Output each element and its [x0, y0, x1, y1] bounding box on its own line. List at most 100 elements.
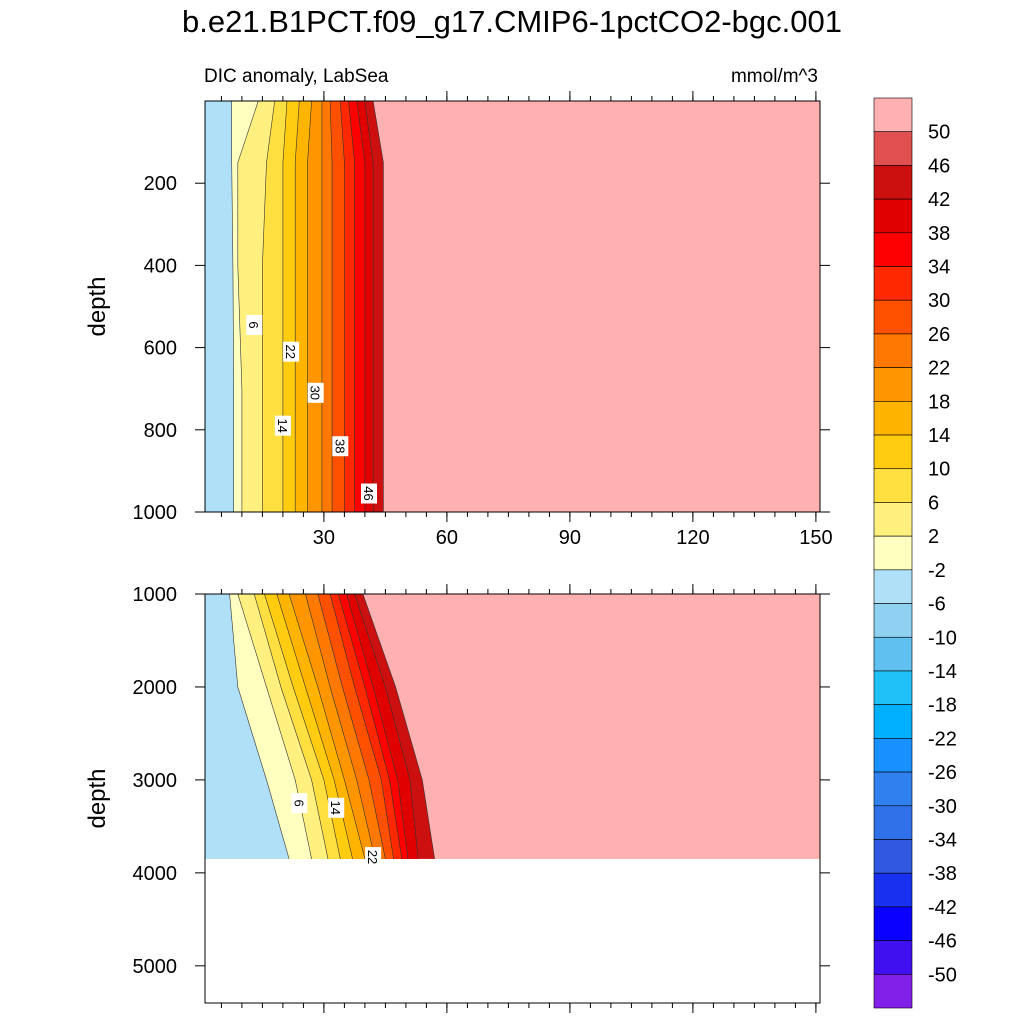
- colorbar-swatch: [873, 165, 913, 200]
- colorbar-swatch: [873, 131, 913, 166]
- contour-line: [362, 593, 435, 859]
- contour-line: [262, 100, 275, 512]
- contour-label-bg: [365, 847, 382, 868]
- contour-label-bg: [328, 797, 345, 818]
- contour-line: [294, 100, 300, 512]
- colorbar-label: 10: [928, 459, 950, 481]
- contour-line: [231, 101, 234, 512]
- colorbar-swatch: [873, 704, 913, 739]
- plot-frame: [204, 593, 821, 1004]
- colorbar-swatch: [873, 973, 913, 1009]
- colorbar-label: -18: [928, 695, 957, 717]
- contour-label-text: 14: [328, 801, 343, 815]
- contour-line: [237, 100, 259, 512]
- colorbar-swatch: [873, 771, 913, 807]
- contour-label-bg: [307, 382, 324, 403]
- colorbar-label: 50: [928, 122, 950, 144]
- colorbar-label: 34: [928, 257, 950, 279]
- contour-line: [329, 593, 394, 859]
- contour-label-text: 46: [361, 486, 376, 500]
- contour-label-text: 30: [308, 386, 323, 400]
- contour-line: [354, 593, 419, 859]
- contour-line: [340, 100, 345, 512]
- subtitle-right: mmol/m^3: [731, 66, 818, 87]
- colorbar-label: 22: [928, 358, 950, 380]
- contour-line: [288, 593, 366, 859]
- colorbar-label: -6: [928, 594, 946, 616]
- colorbar-label: 2: [928, 526, 939, 548]
- colorbar-label: -46: [928, 931, 957, 953]
- colorbar-label: 38: [928, 223, 950, 245]
- colorbar-label: -38: [928, 863, 957, 885]
- contour-line: [338, 593, 403, 859]
- y-tick-label: 400: [144, 255, 177, 277]
- contour-label: 22: [283, 341, 300, 362]
- colorbar-label: -22: [928, 728, 957, 750]
- contour-label-bg: [291, 793, 308, 814]
- contour-line: [372, 100, 384, 512]
- colorbar-swatch: [873, 468, 913, 503]
- x-tick-label: 30: [313, 527, 335, 549]
- colorbar-label: 46: [928, 155, 950, 177]
- colorbar-swatch: [873, 198, 913, 234]
- colorbar-label: -50: [928, 964, 957, 986]
- colorbar-label: -26: [928, 762, 957, 784]
- y-tick-label: 600: [144, 338, 177, 360]
- contour-label-bg: [274, 415, 291, 436]
- colorbar-swatch: [873, 367, 913, 402]
- contour-line: [264, 593, 341, 859]
- colorbar-swatch: [873, 535, 913, 571]
- colorbar-label: 14: [928, 425, 950, 447]
- subtitle-left: DIC anomaly, LabSea: [204, 66, 389, 87]
- y-tick-label: 3000: [133, 770, 178, 792]
- contour-label-text: 22: [365, 850, 380, 864]
- y-tick-label: 200: [144, 173, 177, 195]
- colorbar-label: -2: [928, 560, 946, 582]
- contour-line: [329, 100, 333, 512]
- colorbar-label: -34: [928, 829, 957, 851]
- y-tick-label: 4000: [133, 863, 178, 885]
- contour-label: 14: [274, 415, 291, 436]
- colorbar-label: 6: [928, 492, 939, 514]
- contour-label-text: 14: [275, 418, 290, 432]
- colorbar-swatch: [873, 872, 913, 908]
- contour-band: [205, 594, 290, 859]
- colorbar-swatch: [873, 940, 913, 975]
- x-tick-label: 60: [436, 527, 458, 549]
- colorbar-label: -30: [928, 796, 957, 818]
- contour-label-bg: [361, 483, 377, 504]
- plot-frame: [204, 100, 821, 513]
- contour-label-text: 6: [246, 321, 261, 328]
- contour-label-text: 6: [291, 800, 306, 807]
- contour-line: [356, 100, 366, 512]
- contour-label: 30: [307, 382, 324, 403]
- colorbar-label: -14: [928, 661, 957, 683]
- contour-label: 14: [328, 797, 345, 818]
- colorbar-swatch: [873, 434, 913, 470]
- contour-label: 6: [291, 793, 308, 814]
- colorbar-swatch: [873, 401, 913, 436]
- x-tick-label: 120: [676, 527, 709, 549]
- colorbar-swatch: [873, 805, 913, 840]
- contour-band: [205, 101, 234, 512]
- contour-line: [307, 100, 312, 512]
- chart-title: b.e21.B1PCT.f09_g17.CMIP6-1pctCO2-bgc.00…: [182, 4, 842, 39]
- colorbar-label: 18: [928, 391, 950, 413]
- x-tick-label: 150: [799, 527, 832, 549]
- y-tick-label: 1000: [133, 502, 178, 524]
- colorbar-swatch: [873, 266, 913, 301]
- colorbar-label: 30: [928, 290, 950, 312]
- y-axis-label: depth: [84, 276, 111, 336]
- contour-line: [317, 593, 386, 859]
- y-axis-label: depth: [84, 768, 111, 828]
- contour-label-bg: [246, 314, 263, 335]
- colorbar-label: 42: [928, 189, 950, 211]
- contour-label: 38: [332, 436, 349, 457]
- contour-line: [348, 100, 355, 512]
- contour-label: 22: [365, 847, 382, 868]
- colorbar: 50 46 42 38 34 30 26 22 18 14 10 6 2 -2 -6 -10 -14 -18 -22…: [873, 97, 957, 1009]
- contour-line: [237, 593, 312, 859]
- contour-label-bg: [332, 436, 349, 457]
- contour-label-text: 22: [283, 344, 298, 358]
- colorbar-swatch: [873, 569, 913, 604]
